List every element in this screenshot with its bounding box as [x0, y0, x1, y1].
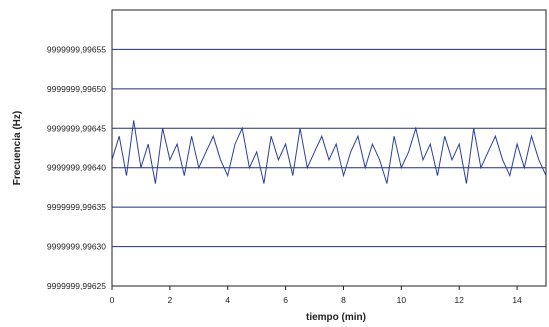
y-tick-label: 9999999,99645	[47, 123, 106, 133]
x-tick-label: 14	[512, 295, 522, 305]
y-tick-label: 9999999,99650	[47, 84, 106, 94]
y-tick-labels: 9999999,99625 9999999,99630 9999999,99635 9…	[47, 44, 106, 291]
y-tick-label: 9999999,99655	[47, 44, 106, 54]
x-tick-label: 2	[167, 295, 172, 305]
y-tick-label: 9999999,99640	[47, 163, 106, 173]
y-tick-label: 9999999,99625	[47, 281, 106, 291]
y-axis-title: Frecuencia (Hz)	[12, 111, 23, 185]
series-layer	[111, 120, 547, 184]
x-tick-labels: 0 2 4 6 8 10 12 14	[110, 286, 522, 305]
grid-lines	[112, 48, 546, 248]
x-tick-label: 10	[397, 295, 407, 305]
plot-area	[111, 9, 547, 287]
x-tick-label: 6	[283, 295, 288, 305]
x-axis-title: tiempo (min)	[306, 312, 366, 323]
x-tick-label: 8	[341, 295, 346, 305]
series-line-0	[111, 120, 547, 184]
x-tick-label: 0	[110, 295, 115, 305]
x-tick-label: 12	[454, 295, 464, 305]
y-tick-label: 9999999,99630	[47, 242, 106, 252]
x-tick-label: 4	[225, 295, 230, 305]
y-tick-label: 9999999,99635	[47, 202, 106, 212]
